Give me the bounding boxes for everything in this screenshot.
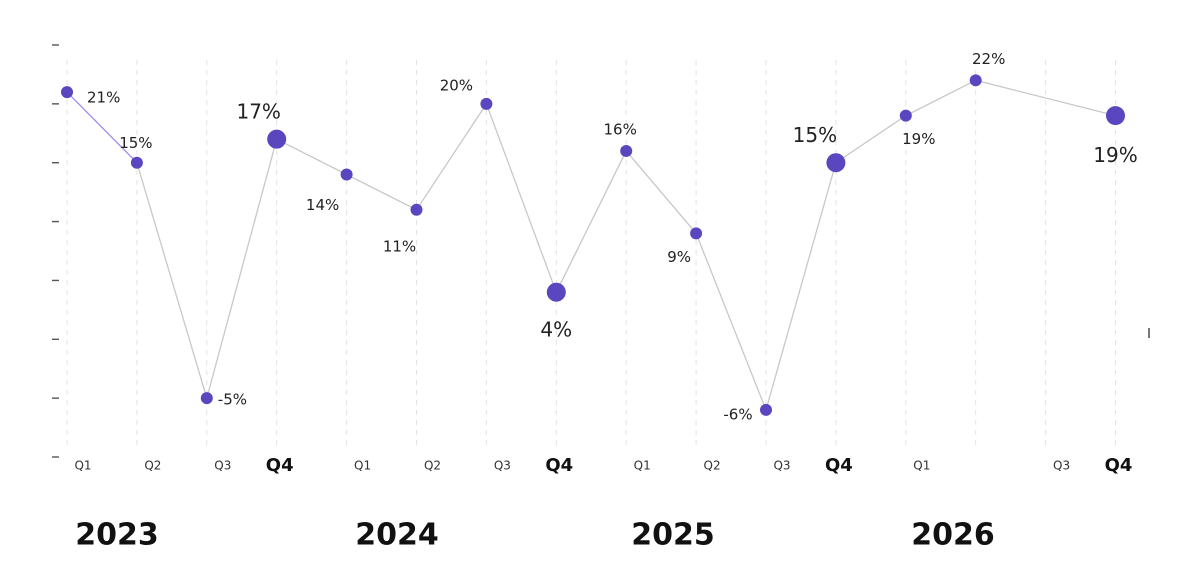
line-segment bbox=[415, 103, 487, 211]
x-tick-label: Q3 bbox=[214, 459, 231, 473]
x-tick-label: Q4 bbox=[1105, 455, 1133, 476]
line-segment bbox=[555, 150, 627, 293]
data-point bbox=[620, 144, 633, 157]
data-point bbox=[760, 403, 772, 416]
line-segment bbox=[695, 233, 767, 411]
line-segment bbox=[66, 91, 138, 164]
data-label: 14% bbox=[306, 196, 339, 214]
x-tick-label: Q1 bbox=[354, 459, 371, 473]
x-axis: Q1 Q2 Q3 Q4 Q1 Q2 Q3 Q4 Q1 Q2 Q3 Q4 Q1 Q3 Q4 bbox=[74, 455, 1132, 476]
data-points bbox=[61, 74, 1125, 416]
data-point bbox=[899, 109, 912, 122]
x-tick-label: Q1 bbox=[634, 459, 651, 473]
data-label: 19% bbox=[902, 130, 935, 148]
data-label: 15% bbox=[119, 134, 152, 152]
y-axis bbox=[52, 44, 59, 458]
series-line bbox=[66, 79, 1116, 411]
data-label: -5% bbox=[218, 391, 247, 409]
year-label: 2026 bbox=[911, 518, 995, 553]
year-label: 2024 bbox=[355, 518, 439, 553]
data-point bbox=[61, 86, 73, 99]
data-point bbox=[200, 392, 213, 405]
data-label: 21% bbox=[87, 89, 120, 107]
data-label: 15% bbox=[793, 123, 837, 147]
x-tick-label: Q3 bbox=[773, 459, 790, 473]
data-label: 22% bbox=[972, 50, 1005, 68]
data-label: 16% bbox=[604, 120, 637, 138]
x-tick-label: Q3 bbox=[1053, 459, 1070, 473]
data-label: 17% bbox=[236, 100, 280, 124]
data-point bbox=[340, 168, 353, 181]
data-point bbox=[480, 97, 493, 110]
x-tick-label: Q2 bbox=[144, 459, 161, 473]
data-labels: 21% 15% -5% 17% 14% 11% 20% 4% 16% 9% -6% 15% 19% 22%… bbox=[87, 50, 1138, 424]
x-tick-label: Q2 bbox=[424, 459, 441, 473]
year-labels: 2023 2024 2025 2026 bbox=[75, 518, 995, 553]
data-label: 11% bbox=[383, 237, 416, 255]
x-tick-label: Q4 bbox=[266, 455, 294, 476]
x-tick-label: Q2 bbox=[704, 459, 721, 473]
data-label: 20% bbox=[440, 76, 473, 94]
data-point bbox=[267, 129, 287, 149]
line-segment bbox=[346, 173, 417, 211]
data-point bbox=[969, 74, 982, 87]
data-point bbox=[1106, 106, 1125, 126]
data-point bbox=[410, 203, 423, 216]
data-point bbox=[546, 282, 566, 302]
vertical-grid bbox=[66, 60, 1116, 450]
data-point bbox=[690, 227, 703, 240]
line-segment bbox=[485, 103, 557, 293]
line-segment bbox=[206, 139, 278, 399]
data-label: 4% bbox=[540, 318, 572, 342]
year-label: 2025 bbox=[631, 518, 715, 553]
line-segment bbox=[975, 79, 1116, 117]
line-segment bbox=[625, 150, 697, 234]
data-label: -6% bbox=[723, 405, 752, 423]
line-segment bbox=[765, 162, 837, 411]
data-label: 9% bbox=[667, 248, 691, 266]
line-segment bbox=[136, 162, 208, 399]
line-segment bbox=[905, 79, 976, 117]
line-segment bbox=[276, 138, 347, 176]
x-tick-label: Q4 bbox=[825, 455, 853, 476]
x-tick-label: Q1 bbox=[913, 459, 930, 473]
line-segment bbox=[835, 115, 907, 164]
data-point bbox=[130, 156, 143, 169]
x-tick-label: Q3 bbox=[494, 459, 511, 473]
year-label: 2023 bbox=[75, 518, 159, 553]
x-tick-label: Q1 bbox=[74, 459, 91, 473]
data-label: 19% bbox=[1093, 143, 1137, 167]
data-point bbox=[826, 153, 846, 173]
right-edge-mark bbox=[1148, 328, 1150, 338]
x-tick-label: Q4 bbox=[545, 455, 573, 476]
